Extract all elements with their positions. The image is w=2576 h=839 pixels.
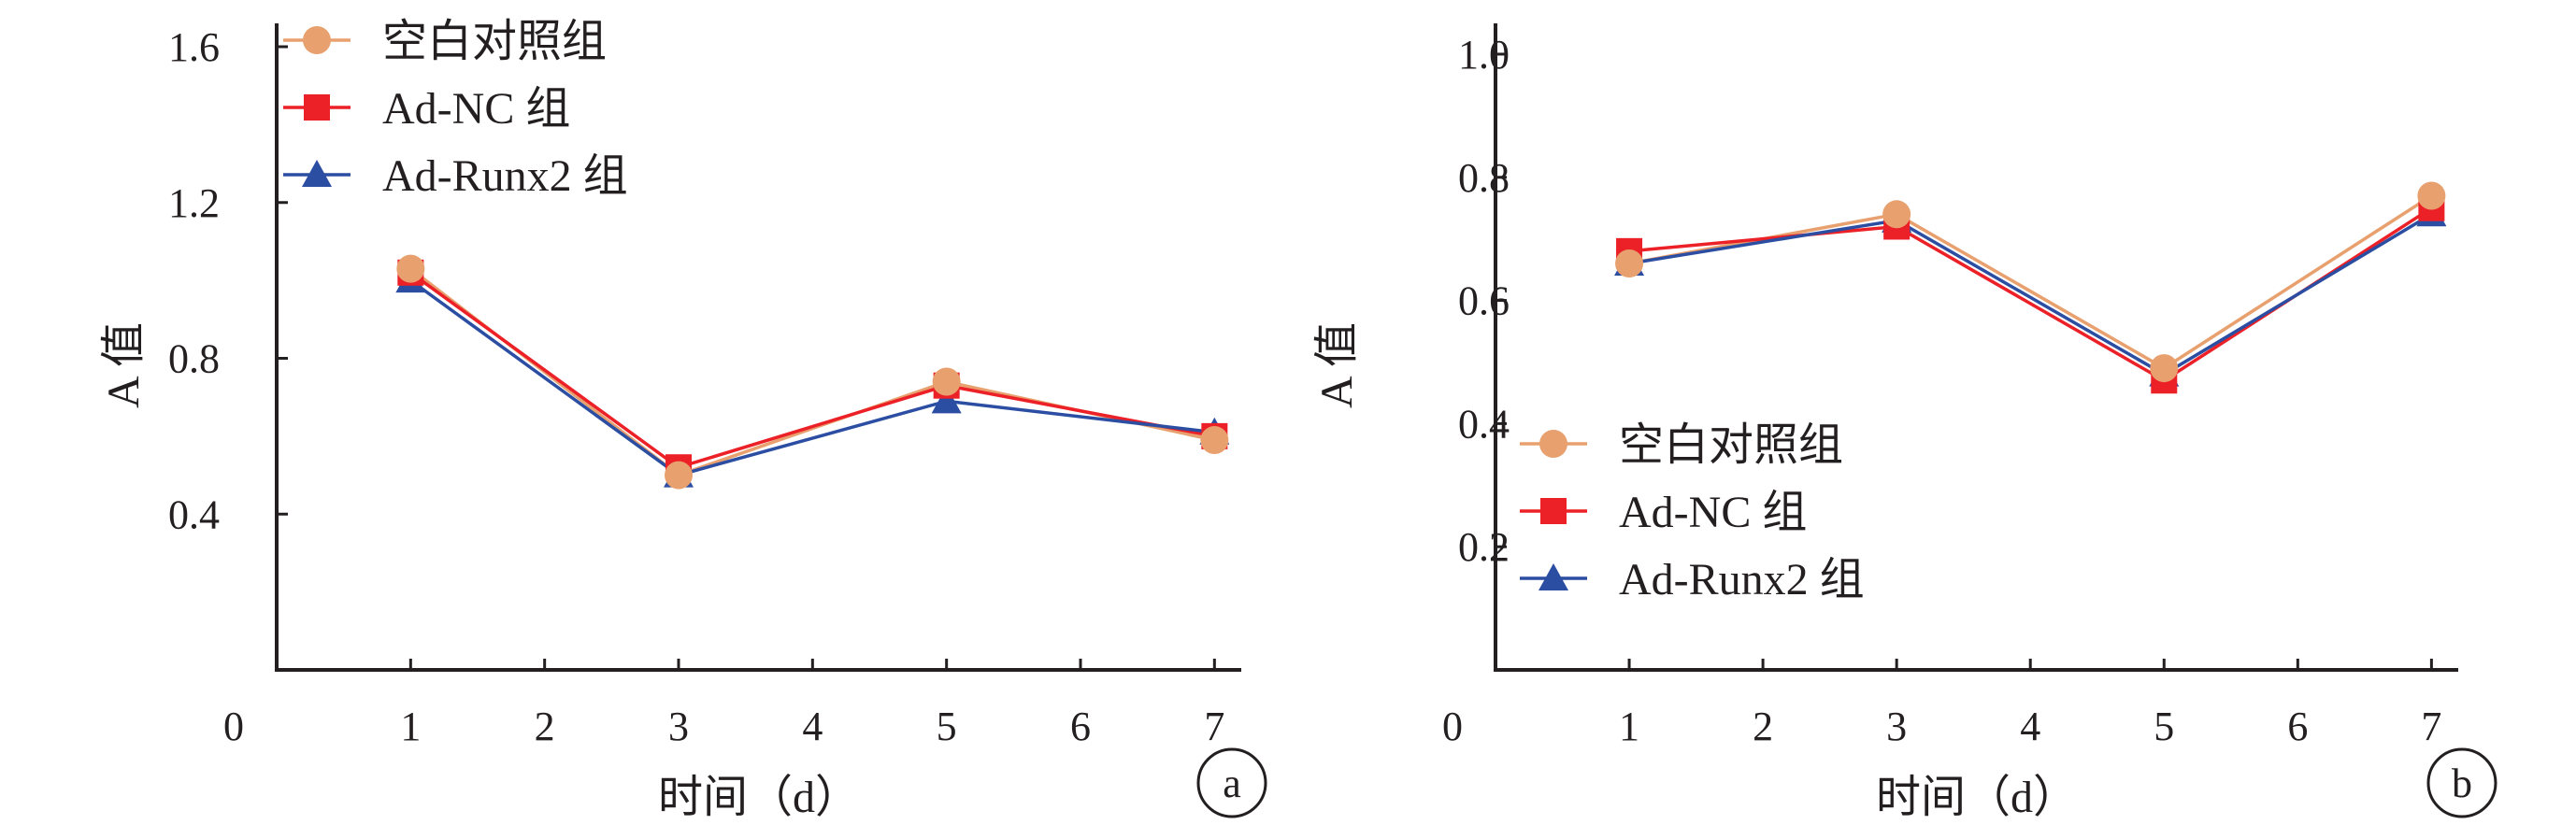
x-tick-label: 5	[937, 704, 957, 749]
x-tick-label: 1	[400, 704, 421, 749]
x-tick-label: 6	[2287, 704, 2308, 749]
y-tick-label: 1.6	[168, 24, 220, 70]
panel-letter: b	[2452, 761, 2472, 806]
legend-marker-triangle	[1538, 563, 1568, 590]
legend-marker-circle	[1539, 430, 1567, 458]
data-point-circle	[2150, 354, 2179, 383]
y-tick-label: 0.6	[1458, 278, 1510, 324]
y-tick-label: 0.4	[168, 491, 220, 537]
x-origin-label: 0	[223, 704, 244, 749]
series-line-square	[409, 271, 1215, 470]
x-tick-label: 2	[1753, 704, 1773, 749]
x-tick-label: 3	[1886, 704, 1907, 749]
x-tick-label: 7	[2421, 704, 2441, 749]
legend-label: 空白对照组	[382, 17, 607, 66]
data-point-circle	[1882, 200, 1911, 229]
series-line-triangle	[409, 278, 1215, 477]
y-tick-label: 0.8	[1458, 155, 1510, 201]
x-axis-title: 时间（d）	[1876, 773, 2078, 822]
x-tick-label: 5	[2154, 704, 2174, 749]
data-point-circle	[1615, 249, 1644, 278]
x-tick-label: 1	[1619, 704, 1639, 749]
x-tick-label: 6	[1070, 704, 1091, 749]
x-tick-label: 4	[2020, 704, 2040, 749]
x-tick-label: 7	[1204, 704, 1224, 749]
data-point-circle	[2417, 181, 2446, 210]
data-point-circle	[665, 461, 693, 490]
legend-marker-square	[304, 94, 330, 121]
series-line-triangle	[1628, 212, 2433, 377]
data-point-circle	[932, 367, 961, 396]
legend-label: Ad-NC 组	[1619, 488, 1807, 537]
legend-label: Ad-NC 组	[382, 84, 570, 134]
y-axis-title: A 值	[1312, 322, 1362, 408]
data-point-circle	[1200, 426, 1229, 455]
x-origin-label: 0	[1442, 704, 1463, 749]
data-point-circle	[396, 254, 425, 283]
data-point-triangle	[931, 386, 962, 414]
panel-letter-circle	[2426, 747, 2497, 818]
x-tick-label: 3	[668, 704, 689, 749]
series-line-circle	[1628, 194, 2433, 371]
y-tick-label: 1.0	[1458, 32, 1510, 78]
chart-panel-a: 0.4 0.8 1.2 1.6 1 2 3 4 5 6 7 0 时间（d） A 值 空白对照组 Ad-NC 组…	[99, 17, 1267, 822]
legend-label: Ad-Runx2 组	[382, 151, 628, 201]
panel-letter: a	[1223, 761, 1241, 806]
y-tick-label: 1.2	[168, 180, 220, 226]
x-axis-title: 时间（d）	[658, 773, 860, 822]
y-tick-label: 0.8	[168, 336, 220, 382]
y-tick-label: 0.4	[1458, 401, 1510, 447]
x-tick-label: 4	[802, 704, 823, 749]
legend-marker-triangle	[302, 160, 332, 187]
legend-marker-square	[1540, 498, 1567, 524]
series-line-circle	[409, 267, 1215, 477]
panel-letter-circle	[1196, 747, 1267, 818]
legend-label: 空白对照组	[1619, 420, 1843, 470]
series-line-square	[1628, 206, 2433, 383]
legend-marker-circle	[303, 26, 331, 54]
legend-label: Ad-Runx2 组	[1619, 555, 1865, 604]
y-axis-title: A 值	[99, 322, 149, 408]
y-tick-label: 0.2	[1458, 524, 1510, 570]
x-tick-label: 2	[535, 704, 555, 749]
